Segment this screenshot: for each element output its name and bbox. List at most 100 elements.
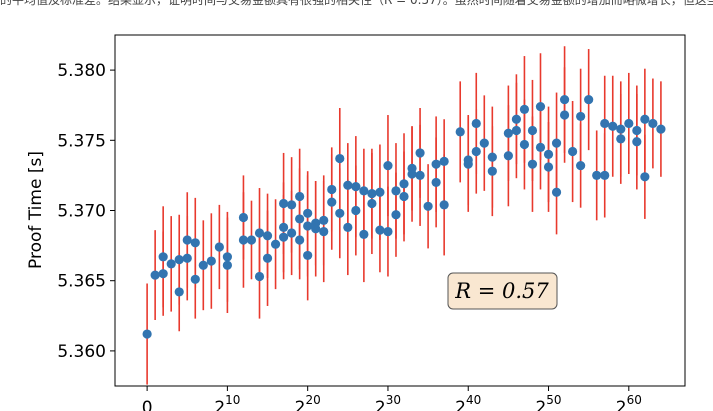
data-point	[616, 134, 626, 144]
data-point	[559, 110, 570, 120]
data-point	[415, 170, 425, 180]
x-tick-label: 260	[616, 393, 642, 411]
caption-text: 的平均值及标准差。结果显示，证明时间与交易金额具有很强的相关性（R = 0.57…	[0, 0, 713, 7]
data-point	[519, 104, 530, 115]
data-point	[190, 238, 200, 248]
data-point	[600, 170, 610, 180]
data-point	[198, 260, 208, 270]
data-point	[383, 226, 393, 237]
data-point	[375, 187, 385, 197]
data-point	[640, 114, 650, 124]
y-tick-label: 5.380	[57, 61, 106, 81]
data-point	[543, 162, 554, 172]
data-point	[262, 231, 273, 241]
data-point	[311, 218, 321, 228]
data-point	[270, 239, 281, 249]
data-point	[584, 94, 594, 105]
data-point	[632, 137, 642, 147]
annotation-text: R = 0.57	[454, 279, 549, 303]
x-tick-label: 230	[375, 393, 401, 411]
y-axis-title: Proof Time [s]	[26, 151, 46, 269]
x-tick-label: 210	[214, 393, 240, 411]
data-point	[359, 186, 369, 196]
data-point	[648, 118, 658, 129]
data-point	[535, 102, 546, 112]
data-point	[439, 200, 449, 210]
data-point	[238, 235, 249, 245]
data-point	[415, 148, 425, 158]
data-point	[254, 228, 265, 238]
data-point	[559, 94, 570, 105]
data-point	[503, 128, 513, 138]
data-point	[616, 124, 626, 134]
data-point	[600, 118, 610, 129]
data-point	[158, 269, 168, 279]
data-point	[535, 142, 546, 152]
data-point	[303, 221, 313, 231]
x-tick-label: 250	[535, 393, 561, 411]
data-point	[487, 166, 497, 176]
data-point	[608, 121, 618, 131]
data-point	[335, 208, 345, 218]
data-point	[479, 138, 489, 148]
data-point	[343, 180, 353, 190]
data-point	[327, 184, 337, 195]
data-point	[640, 172, 650, 182]
data-point	[214, 242, 224, 252]
data-point	[319, 226, 329, 237]
data-point	[551, 187, 562, 197]
x-tick-exponent: 20	[305, 393, 320, 407]
data-point	[463, 155, 473, 165]
y-tick-label: 5.370	[57, 202, 106, 222]
data-point	[254, 271, 265, 282]
data-point	[287, 200, 297, 210]
x-tick-exponent: 10	[225, 393, 240, 407]
data-point	[278, 222, 289, 232]
y-axis: 5.360 5.365 5.370 5.375 5.380	[57, 61, 115, 362]
data-point	[439, 156, 449, 166]
data-point	[367, 189, 377, 199]
data-point	[632, 125, 642, 136]
data-point	[399, 191, 409, 202]
data-point	[246, 235, 257, 245]
data-point	[303, 208, 313, 218]
x-tick-base: 2	[295, 398, 306, 411]
data-point	[158, 252, 168, 262]
data-point	[431, 159, 441, 169]
data-point	[150, 270, 160, 280]
x-tick-exponent: 50	[546, 393, 561, 407]
data-point	[624, 118, 634, 129]
data-point	[551, 138, 562, 148]
data-point	[399, 179, 409, 189]
x-tick-base: 0	[142, 398, 153, 411]
x-tick-base: 2	[535, 398, 546, 411]
data-point	[343, 222, 353, 232]
data-point	[568, 146, 578, 157]
data-point	[287, 228, 297, 238]
data-point	[511, 125, 522, 136]
data-point	[295, 191, 305, 202]
data-point	[278, 232, 289, 242]
correlation-annotation: R = 0.57	[447, 272, 558, 310]
data-point	[206, 256, 216, 266]
data-point	[319, 215, 329, 225]
data-point	[351, 182, 361, 192]
data-point	[576, 111, 586, 122]
data-point	[190, 274, 200, 284]
data-point	[407, 169, 417, 179]
data-point	[383, 160, 393, 171]
annotation-box	[447, 272, 558, 310]
x-tick-base: 2	[375, 398, 386, 411]
data-point	[503, 151, 513, 161]
data-point	[295, 235, 305, 245]
data-point	[455, 127, 465, 137]
data-point	[543, 149, 554, 159]
data-point	[351, 205, 361, 216]
x-tick-exponent: 60	[627, 393, 642, 407]
y-tick-label: 5.375	[57, 131, 106, 151]
data-point	[278, 198, 289, 209]
data-point	[222, 260, 232, 270]
data-point	[391, 210, 401, 220]
data-point	[174, 255, 184, 265]
